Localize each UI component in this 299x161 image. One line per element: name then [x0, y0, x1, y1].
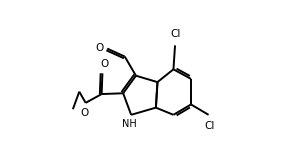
- Text: O: O: [95, 43, 103, 53]
- Text: NH: NH: [122, 119, 137, 129]
- Text: O: O: [81, 108, 89, 118]
- Text: O: O: [101, 59, 109, 69]
- Text: Cl: Cl: [171, 29, 181, 39]
- Text: Cl: Cl: [204, 121, 215, 131]
